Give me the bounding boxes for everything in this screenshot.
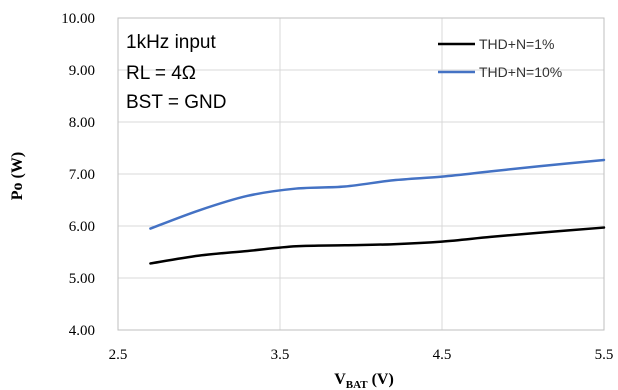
annotation-bst: BST = GND (126, 92, 226, 113)
y-tick-label: 6.00 (69, 219, 95, 235)
x-tick-label: 3.5 (271, 347, 290, 363)
x-tick-labels: 2.5 3.5 4.5 5.5 (109, 347, 614, 363)
y-tick-label: 7.00 (69, 167, 95, 183)
x-axis-title-unit: (V) (368, 371, 394, 388)
y-tick-labels: 4.00 5.00 6.00 7.00 8.00 9.00 10.00 (61, 11, 95, 339)
series-lines (149, 158, 606, 265)
x-tick-label: 4.5 (433, 347, 452, 363)
plot-frame (117, 17, 605, 331)
annotation-load: RL = 4Ω (126, 63, 196, 84)
legend-label-1: THD+N=1% (479, 36, 554, 52)
legend-label-2: THD+N=10% (479, 64, 562, 80)
y-tick-label: 10.00 (61, 11, 95, 27)
x-tick-label: 5.5 (595, 347, 614, 363)
x-axis-title-main: V (334, 371, 346, 388)
y-axis-title: Po (W) (9, 152, 26, 200)
x-tick-label: 2.5 (109, 347, 128, 363)
y-tick-label: 8.00 (69, 115, 95, 131)
series-line-1 (149, 226, 606, 265)
x-axis-title-subscript: BAT (346, 379, 368, 390)
x-axis-title: VBAT (V) (334, 371, 394, 390)
series-line-2 (149, 158, 606, 230)
legend: THD+N=1% THD+N=10% (438, 36, 562, 80)
annotation-input: 1kHz input (126, 32, 216, 53)
annotation-box: 1kHz input RL = 4Ω BST = GND (126, 32, 226, 113)
y-tick-label: 5.00 (69, 271, 95, 287)
y-tick-label: 9.00 (69, 63, 95, 79)
y-tick-label: 4.00 (69, 323, 95, 339)
